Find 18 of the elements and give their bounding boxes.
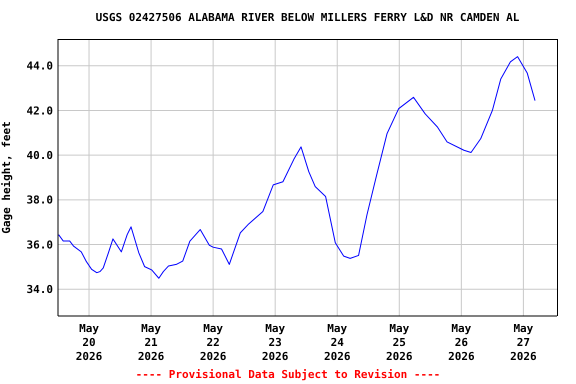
x-tick-label: May 23 2026 (262, 322, 289, 363)
y-tick-label: 36.0 (26, 238, 53, 252)
y-tick-label: 38.0 (26, 194, 53, 207)
x-tick-label: May 25 2026 (386, 322, 413, 363)
x-tick-label: May 21 2026 (138, 322, 165, 363)
x-tick-label: May 27 2026 (510, 322, 538, 363)
y-tick-label: 44.0 (26, 60, 53, 73)
x-tick-label: May 26 2026 (448, 322, 475, 363)
x-tick-label: May 22 2026 (200, 322, 227, 363)
text: ---- Provisional Data Subject to Revision ---- (134, 368, 442, 381)
y-tick-label: 42.0 (26, 104, 53, 118)
chart-title: USGS 02427506 ALABAMA RIVER BELOW MILLERS FERRY L&D NR CAMDEN AL (94, 11, 520, 24)
y-axis-title: Gage height, feet (0, 121, 13, 234)
y-tick-label: 40.0 (26, 149, 53, 162)
y-tick-label: 34.0 (26, 283, 53, 296)
line-series (58, 56, 536, 279)
x-tick-label: May 24 2026 (324, 322, 351, 363)
x-tick-label: May 20 2026 (76, 322, 103, 363)
